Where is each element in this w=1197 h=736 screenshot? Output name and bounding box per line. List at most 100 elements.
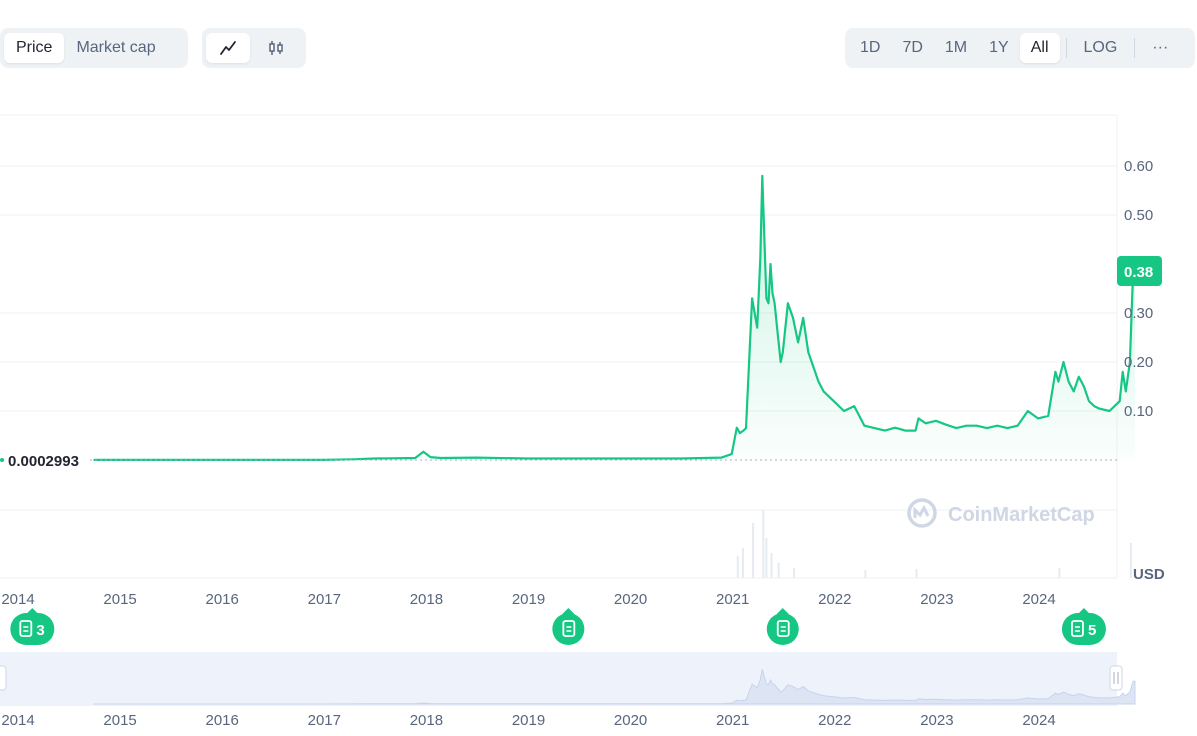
- navigator-area: [93, 669, 1136, 705]
- navigator-left-handle[interactable]: [0, 665, 7, 691]
- navigator-x-tick-label: 2019: [512, 712, 545, 729]
- x-tick-label: 2023: [920, 591, 953, 608]
- event-pill: [10, 613, 55, 645]
- x-tick-label: 2024: [1022, 591, 1055, 608]
- news-event-marker[interactable]: 3: [10, 608, 55, 645]
- y-tick-label: 0.50: [1124, 207, 1153, 224]
- x-tick-label: 2018: [410, 591, 443, 608]
- volume-bar: [765, 538, 768, 578]
- area-layer: [93, 174, 1136, 461]
- price-area-fill: [93, 175, 1136, 461]
- price-line: [93, 174, 1135, 461]
- navigator-x-tick-label: 2014: [1, 712, 34, 729]
- y-tick-label: 0.60: [1124, 158, 1153, 175]
- document-icon-frame: [562, 620, 576, 637]
- document-icon-frame: [1071, 620, 1084, 637]
- line-chart-button[interactable]: [206, 33, 250, 63]
- document-icon-frame: [776, 620, 790, 637]
- x-axis: 2014 2015 2016 2017 2018 2019 2020 2021 2022 2023…: [1, 591, 1055, 608]
- document-icon: [562, 620, 576, 637]
- news-event-marker[interactable]: [766, 608, 799, 645]
- y-tick-label: 0.30: [1124, 305, 1153, 322]
- event-pill: [552, 613, 585, 645]
- event-count: 5: [1088, 622, 1096, 639]
- y-axis: 0.10 0.20 0.30 0.50 0.60: [1124, 158, 1153, 420]
- navigator-x-axis: 2014 2015 2016 2017 2018 2019 2020 2021 2022 2023…: [1, 712, 1055, 729]
- grid: [0, 114, 1118, 579]
- x-tick-label: 2020: [614, 591, 647, 608]
- navigator-x-tick-label: 2024: [1022, 712, 1055, 729]
- chart-type-toggle: Price Market cap: [0, 28, 188, 68]
- range-all-button[interactable]: All: [1019, 33, 1060, 63]
- currency-label: USD: [1133, 566, 1165, 583]
- line-chart-icon: [220, 41, 236, 55]
- range-1m-button[interactable]: 1M: [944, 39, 968, 56]
- event-count: 3: [36, 622, 44, 639]
- x-tick-label: 2016: [206, 591, 239, 608]
- y-tick-label: 0.20: [1124, 354, 1153, 371]
- volume-bar: [770, 553, 773, 578]
- volume-bar: [777, 563, 780, 578]
- navigator-x-tick-label: 2017: [308, 712, 341, 729]
- x-tick-label: 2019: [512, 591, 545, 608]
- volume-bar: [741, 548, 744, 578]
- range-1d-button[interactable]: 1D: [860, 39, 881, 56]
- volume-bar: [1129, 543, 1132, 578]
- market-cap-tab[interactable]: Market cap: [76, 39, 156, 56]
- candlestick-icon: [269, 41, 283, 55]
- volume-bar: [1058, 568, 1061, 578]
- volume-bar: [762, 510, 765, 578]
- volume-bar: [752, 523, 755, 578]
- range-7d-button[interactable]: 7D: [902, 39, 923, 56]
- start-price-marker: 0.0002993: [0, 453, 79, 470]
- navigator-x-tick-label: 2023: [920, 712, 953, 729]
- volume-bar: [736, 556, 739, 578]
- event-pointer: [562, 608, 575, 614]
- volume-bar: [915, 569, 918, 578]
- log-scale-button[interactable]: LOG: [1083, 39, 1118, 56]
- x-tick-label: 2014: [1, 591, 34, 608]
- watermark-logo: [907, 498, 937, 528]
- y-tick-label: 0.10: [1124, 403, 1153, 420]
- x-tick-label: 2022: [818, 591, 851, 608]
- x-tick-label: 2017: [308, 591, 341, 608]
- current-price-label: 0.38: [1124, 264, 1153, 281]
- watermark: CoinMarketCap: [948, 504, 1095, 526]
- navigator-x-tick-label: 2016: [206, 712, 239, 729]
- volume-bars: [736, 510, 1132, 578]
- news-event-marker[interactable]: 5: [1061, 608, 1106, 645]
- x-tick-label: 2015: [103, 591, 136, 608]
- document-icon: [776, 620, 790, 637]
- document-icon-frame: [19, 620, 33, 637]
- x-tick-label: 2021: [716, 591, 749, 608]
- price-tab[interactable]: Price: [4, 33, 65, 63]
- range-1y-button[interactable]: 1Y: [989, 39, 1009, 56]
- news-event-marker[interactable]: [552, 608, 585, 645]
- navigator-x-tick-label: 2020: [614, 712, 647, 729]
- volume-bar: [864, 570, 867, 578]
- event-pill: [766, 613, 799, 645]
- document-icon: [1071, 620, 1084, 637]
- event-pill: [1061, 613, 1106, 645]
- navigator-right-handle[interactable]: [1109, 665, 1123, 691]
- divider: [1065, 38, 1067, 58]
- volume-bar: [792, 568, 795, 578]
- navigator-x-tick-label: 2015: [103, 712, 136, 729]
- document-icon: [19, 620, 33, 637]
- event-pointer: [776, 608, 789, 614]
- navigator-x-tick-label: 2022: [818, 712, 851, 729]
- navigator: [0, 652, 1136, 706]
- event-pointer: [1077, 608, 1090, 614]
- time-range-toggle: 1D 7D 1M 1Y All LOG ···: [845, 28, 1195, 68]
- event-pointer: [26, 608, 39, 614]
- chart-style-toggle: [202, 28, 306, 68]
- divider: [1134, 38, 1136, 58]
- more-options-button[interactable]: ···: [1152, 39, 1169, 56]
- navigator-x-tick-label: 2021: [716, 712, 749, 729]
- candlestick-button[interactable]: [254, 33, 298, 63]
- start-price-label: 0.0002993: [8, 453, 79, 470]
- current-price-badge: 0.38: [1117, 256, 1162, 286]
- navigator-x-tick-label: 2018: [410, 712, 443, 729]
